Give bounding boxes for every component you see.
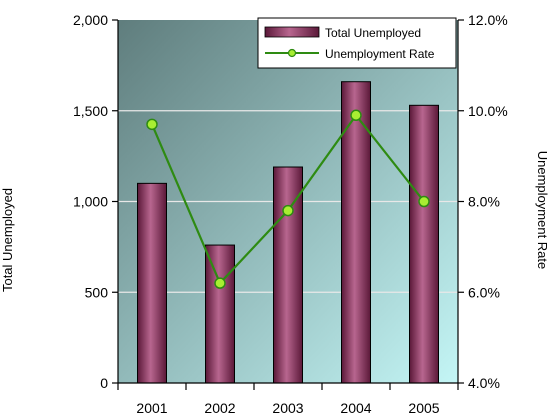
rate-marker-2005 (418, 195, 430, 208)
left-axis-title: Total Unemployed (0, 188, 15, 292)
left-axis-tick-labels: 0 500 1,000 1,500 2,000 (73, 12, 108, 391)
bar-series (137, 81, 439, 384)
rate-marker-2003 (282, 204, 294, 217)
right-tick-label: 12.0% (468, 12, 508, 28)
bar-2003 (273, 166, 303, 384)
bar-2001 (137, 182, 167, 384)
right-tick-label: 8.0% (468, 194, 500, 210)
rate-marker-2001 (146, 118, 158, 131)
left-tick-label: 500 (85, 284, 109, 300)
legend-label-unemployment-rate: Unemployment Rate (325, 47, 435, 61)
bar-2005 (409, 104, 439, 384)
bar-2004 (341, 81, 371, 384)
left-tick-label: 0 (100, 375, 108, 391)
x-tick-label-2005: 2005 (408, 400, 439, 416)
axes (112, 19, 464, 390)
legend-box (257, 17, 457, 69)
x-tick-label-2002: 2002 (204, 400, 235, 416)
legend: Total Unemployed Unemployment Rate (257, 17, 457, 69)
line-series (146, 109, 430, 289)
x-tick-label-2004: 2004 (340, 400, 371, 416)
x-tick-label-2001: 2001 (136, 400, 167, 416)
right-tick-label: 10.0% (468, 103, 508, 119)
legend-bar-swatch (264, 26, 320, 38)
right-axis-title: Unemployment Rate (535, 151, 550, 270)
rate-marker-2004 (350, 109, 362, 122)
left-tick-label: 1,000 (73, 194, 108, 210)
right-axis-tick-labels: 4.0% 6.0% 8.0% 10.0% 12.0% (468, 12, 508, 391)
legend-marker-swatch (287, 48, 297, 58)
right-tick-label: 4.0% (468, 375, 500, 391)
x-tick-label-2003: 2003 (272, 400, 303, 416)
legend-label-total-unemployed: Total Unemployed (325, 26, 421, 40)
x-axis-tick-labels: 2001 2002 2003 2004 2005 (136, 400, 439, 416)
bar-2002 (205, 244, 235, 384)
left-tick-label: 1,500 (73, 103, 108, 119)
left-tick-label: 2,000 (73, 12, 108, 28)
right-tick-label: 6.0% (468, 284, 500, 300)
rate-marker-2002 (214, 277, 226, 289)
